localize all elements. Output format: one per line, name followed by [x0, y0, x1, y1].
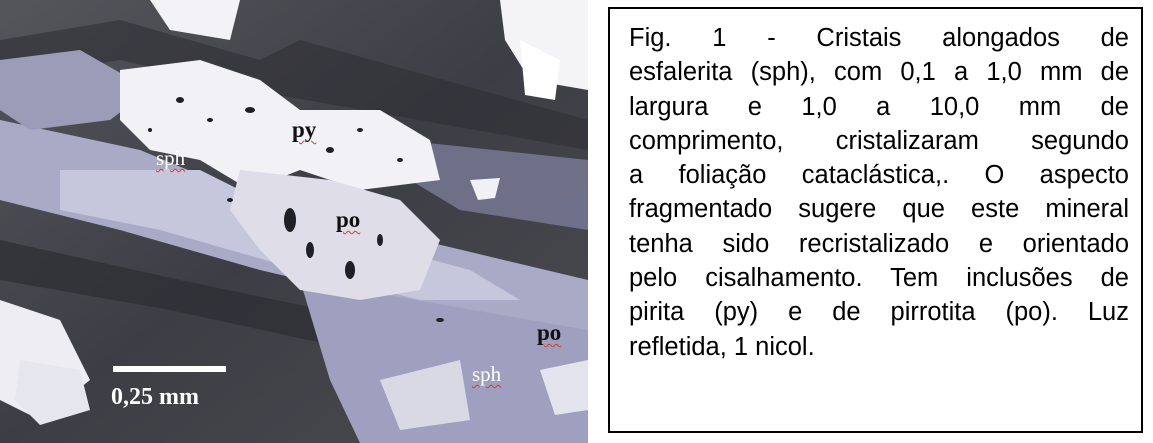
caption-line: tenha sido recristalizado e orientado [629, 229, 1129, 258]
label-po-center: po [336, 207, 361, 232]
caption-line: Fig. 1 - Cristais alongados de [629, 24, 1129, 52]
caption-line: comprimento, cristalizaram segundo [629, 126, 1129, 155]
micrograph-image [0, 0, 588, 443]
scale-label: 0,25 mm [111, 384, 199, 410]
figure-caption: Fig. 1 - Cristais alongados de esfalerit… [629, 21, 1129, 364]
label-sph-upper: sph [156, 146, 186, 170]
caption-line: fragmentado sugere que este mineral [629, 195, 1129, 224]
caption-line: pirita (py) e de pirrotita (po). Luz [629, 298, 1129, 327]
micrograph-photo: py sph po po sph 0,25 mm [0, 0, 588, 443]
caption-box: Fig. 1 - Cristais alongados de esfalerit… [608, 7, 1143, 433]
caption-line: a foliação cataclástica,. O aspecto [629, 161, 1129, 190]
scale-bar [113, 366, 226, 372]
caption-line: largura e 1,0 a 10,0 mm de [629, 92, 1129, 121]
label-py: py [292, 117, 317, 142]
caption-line: esfalerita (sph), com 0,1 a 1,0 mm de [629, 58, 1129, 87]
label-po-right: po [537, 320, 562, 345]
label-sph-lower: sph [472, 362, 502, 386]
caption-line: refletida, 1 nicol. [629, 332, 815, 361]
caption-line: pelo cisalhamento. Tem inclusões de [629, 264, 1129, 293]
